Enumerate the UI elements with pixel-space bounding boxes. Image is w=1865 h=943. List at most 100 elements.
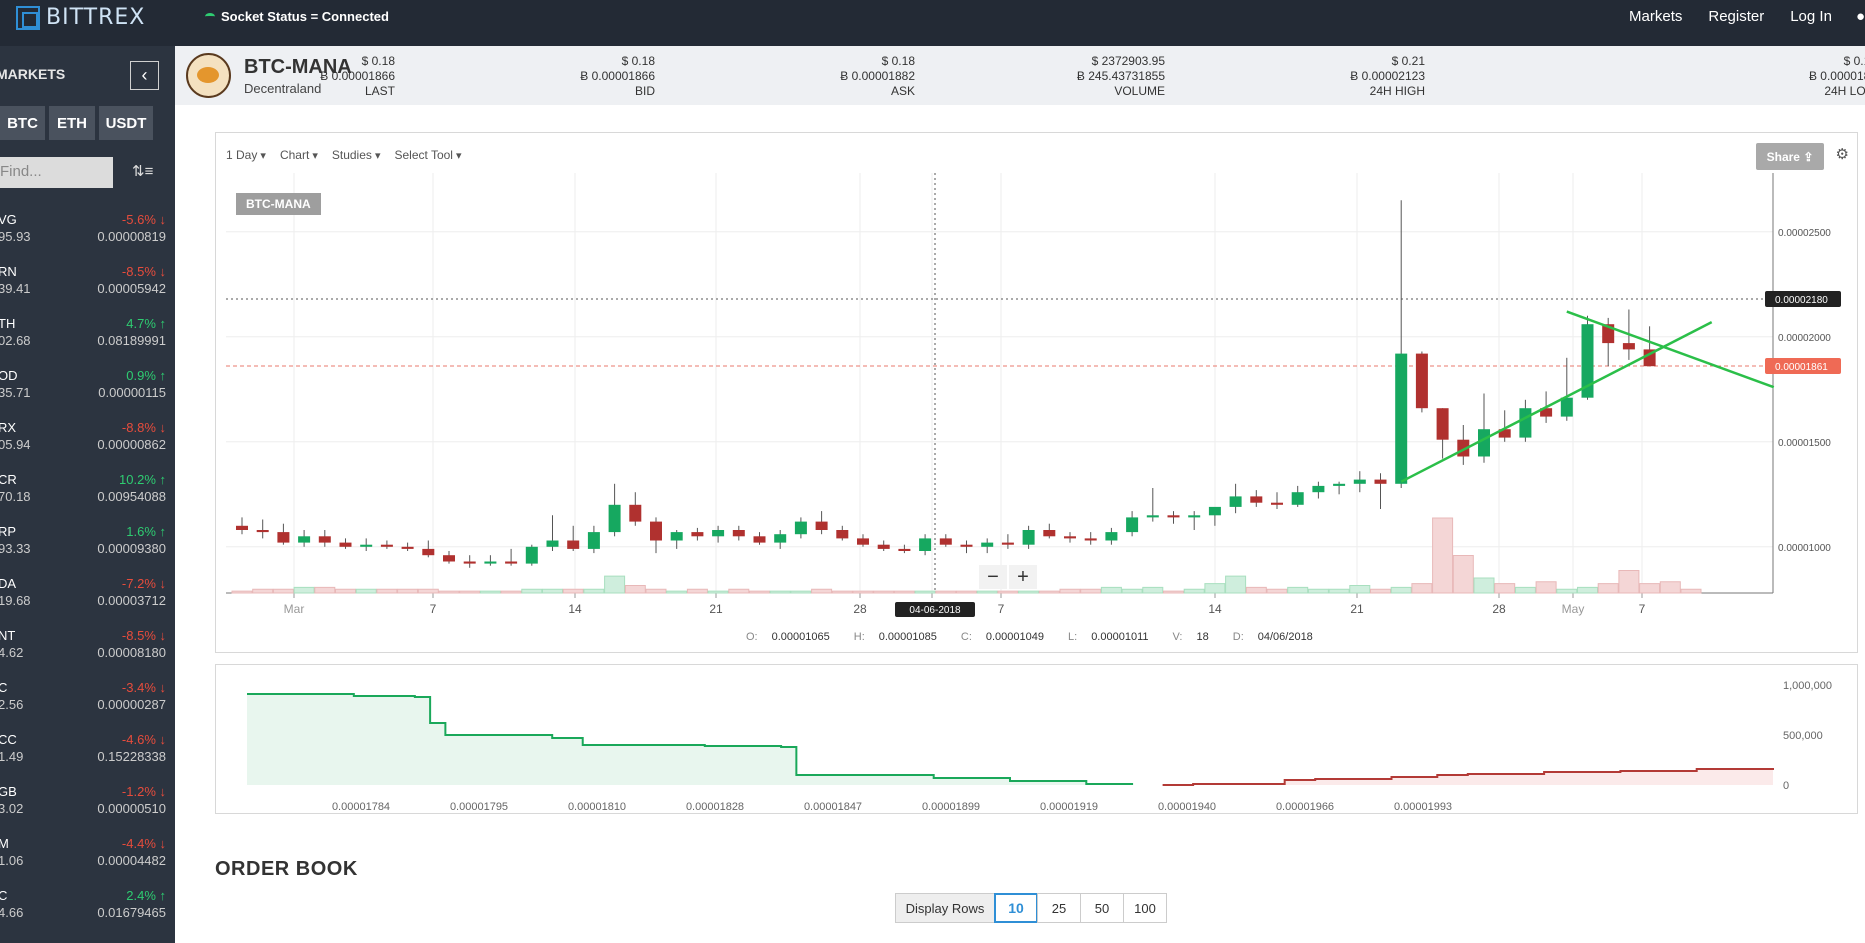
nav-link-register[interactable]: Register <box>1708 8 1765 25</box>
x-tick-label: 7 <box>1639 602 1646 616</box>
volume-bar <box>624 585 646 594</box>
wifi-icon <box>205 13 215 20</box>
stat-usd: $ 0.18 <box>881 54 915 68</box>
ohlc-low: 0.00001011 <box>1091 631 1149 643</box>
nav-link-markets[interactable]: Markets <box>1629 8 1683 25</box>
market-price: 0.00000819 <box>97 229 166 244</box>
user-icon[interactable]: ● <box>1855 8 1865 25</box>
share-button[interactable]: Share ⇪ <box>1756 143 1824 170</box>
last-price-tag: 0.00001861 <box>1775 362 1828 373</box>
tab-eth[interactable]: ETH <box>49 106 95 140</box>
stat-label: LAST <box>364 84 395 98</box>
market-list-item[interactable]: GB 3.02 -1.2% ↓ 0.00000510 <box>0 778 175 830</box>
volume-bar <box>1639 583 1661 594</box>
market-list-item[interactable]: M 1.06 -4.4% ↓ 0.00004482 <box>0 830 175 882</box>
volume-bar <box>1307 588 1329 594</box>
candle-body <box>960 544 973 547</box>
depth-x-tick-label: 0.00001899 <box>922 801 980 813</box>
volume-bar <box>1121 588 1143 594</box>
market-symbol: GB <box>0 784 17 799</box>
depth-chart[interactable]: 1,000,000 500,000 0 0.00001784 0.00001795 0.0… <box>216 665 1859 815</box>
market-list-item[interactable]: OD 35.71 0.9% ↑ 0.00000115 <box>0 362 175 414</box>
candle-body <box>546 540 559 547</box>
candlestick-chart[interactable]: Mar7142128Apr7142128May70.000025000.0000… <box>216 173 1859 643</box>
pair-name: BTC-MANA <box>244 56 352 78</box>
market-list-item[interactable]: RX 05.94 -8.8% ↓ 0.00000862 <box>0 414 175 466</box>
sort-icon[interactable]: ⇅≡ <box>132 163 154 180</box>
display-rows-label: Display Rows <box>895 893 995 923</box>
stat-bid: $ 0.18 Ƀ 0.00001866 BID <box>580 54 655 99</box>
socket-status: Socket Status = Connected <box>205 9 389 24</box>
candle-body <box>753 536 766 543</box>
market-change: -4.6% ↓ <box>121 732 166 747</box>
zoom-out-button[interactable]: − <box>979 565 1007 589</box>
y-tick-label: 0.00001000 <box>1778 543 1831 554</box>
stat-label: 24H HIGH <box>1369 84 1425 98</box>
volume-bar <box>1556 588 1578 594</box>
market-list-item[interactable]: NT 4.62 -8.5% ↓ 0.00008180 <box>0 622 175 674</box>
market-list-item[interactable]: VG 95.93 -5.6% ↓ 0.00000819 <box>0 206 175 258</box>
depth-x-tick-label: 0.00001784 <box>332 801 390 813</box>
volume-bar <box>1183 588 1205 594</box>
nav-link-login[interactable]: Log In <box>1790 8 1832 25</box>
market-list-item[interactable]: RP 93.33 1.6% ↑ 0.00009380 <box>0 518 175 570</box>
rows-option-100[interactable]: 100 <box>1123 893 1167 923</box>
candle-body <box>1581 324 1594 398</box>
volume-bar <box>728 588 750 594</box>
depth-x-tick-label: 0.00001966 <box>1276 801 1334 813</box>
market-list-item[interactable]: TH 02.68 4.7% ↑ 0.08189991 <box>0 310 175 362</box>
markets-sidebar: MARKETS ‹ BTC ETH USDT Find... ⇅≡ VG 95.9… <box>0 46 175 943</box>
candle-body <box>1560 397 1573 417</box>
market-list-item[interactable]: CR 70.18 10.2% ↑ 0.00954088 <box>0 466 175 518</box>
studies-dropdown[interactable]: Studies <box>332 148 381 162</box>
zoom-in-button[interactable]: + <box>1009 565 1037 589</box>
chart-type-dropdown[interactable]: Chart <box>280 148 318 162</box>
market-search-input[interactable]: Find... <box>0 157 113 188</box>
crosshair-price-tag: 0.00002180 <box>1775 295 1828 306</box>
market-price: 0.08189991 <box>97 333 166 348</box>
volume-bar <box>1018 590 1040 594</box>
market-symbol: NT <box>0 628 16 643</box>
select-tool-dropdown[interactable]: Select Tool <box>394 148 461 162</box>
bittrex-logo[interactable]: BITTREX <box>16 5 145 30</box>
rows-option-25[interactable]: 25 <box>1037 893 1081 923</box>
y-tick-label: 0.00002000 <box>1778 333 1831 344</box>
volume-bar <box>1328 588 1350 594</box>
market-list-item[interactable]: C 4.66 2.4% ↑ 0.01679465 <box>0 882 175 934</box>
market-volume: 35.71 <box>0 385 31 400</box>
market-list-item[interactable]: RN 39.41 -8.5% ↓ 0.00005942 <box>0 258 175 310</box>
candle-body <box>1167 515 1180 518</box>
gear-icon[interactable]: ⚙ <box>1835 146 1849 163</box>
collapse-sidebar-button[interactable]: ‹ <box>130 61 159 90</box>
tab-usdt[interactable]: USDT <box>99 106 153 140</box>
volume-bar <box>604 575 626 594</box>
market-list-item[interactable]: CC 1.49 -4.6% ↓ 0.15228338 <box>0 726 175 778</box>
candle-body <box>484 561 497 564</box>
volume-bar <box>335 588 356 594</box>
candle-body <box>774 534 787 543</box>
market-volume: 1.49 <box>0 749 24 764</box>
stat-24h-high: $ 0.21 Ƀ 0.00002123 24H HIGH <box>1350 54 1425 99</box>
candle-body <box>794 521 807 535</box>
ohlc-high: 0.00001085 <box>878 631 937 643</box>
candle-body <box>1064 536 1076 539</box>
x-tick-label: 14 <box>568 602 582 616</box>
ohlc-open: 0.00001065 <box>771 631 830 643</box>
depth-x-tick-label: 0.00001919 <box>1040 801 1098 813</box>
tab-btc[interactable]: BTC <box>0 106 45 140</box>
volume-bar <box>1225 575 1247 594</box>
rows-option-50[interactable]: 50 <box>1080 893 1124 923</box>
volume-bar <box>790 590 812 594</box>
market-list-item[interactable]: DA 19.68 -7.2% ↓ 0.00003712 <box>0 570 175 622</box>
candle-body <box>836 530 849 539</box>
market-list-item[interactable]: C 2.56 -3.4% ↓ 0.00000287 <box>0 674 175 726</box>
candle-body <box>1519 408 1532 438</box>
market-change: 0.9% ↑ <box>126 368 166 383</box>
rows-option-10[interactable]: 10 <box>994 893 1038 923</box>
interval-dropdown[interactable]: 1 Day <box>226 148 266 162</box>
market-volume: 2.56 <box>0 697 24 712</box>
volume-bar <box>666 590 688 594</box>
market-list-item[interactable]: AVES -1.7% ↓ <box>0 934 175 943</box>
volume-bar <box>956 590 977 594</box>
market-price: 0.00000115 <box>98 385 166 400</box>
